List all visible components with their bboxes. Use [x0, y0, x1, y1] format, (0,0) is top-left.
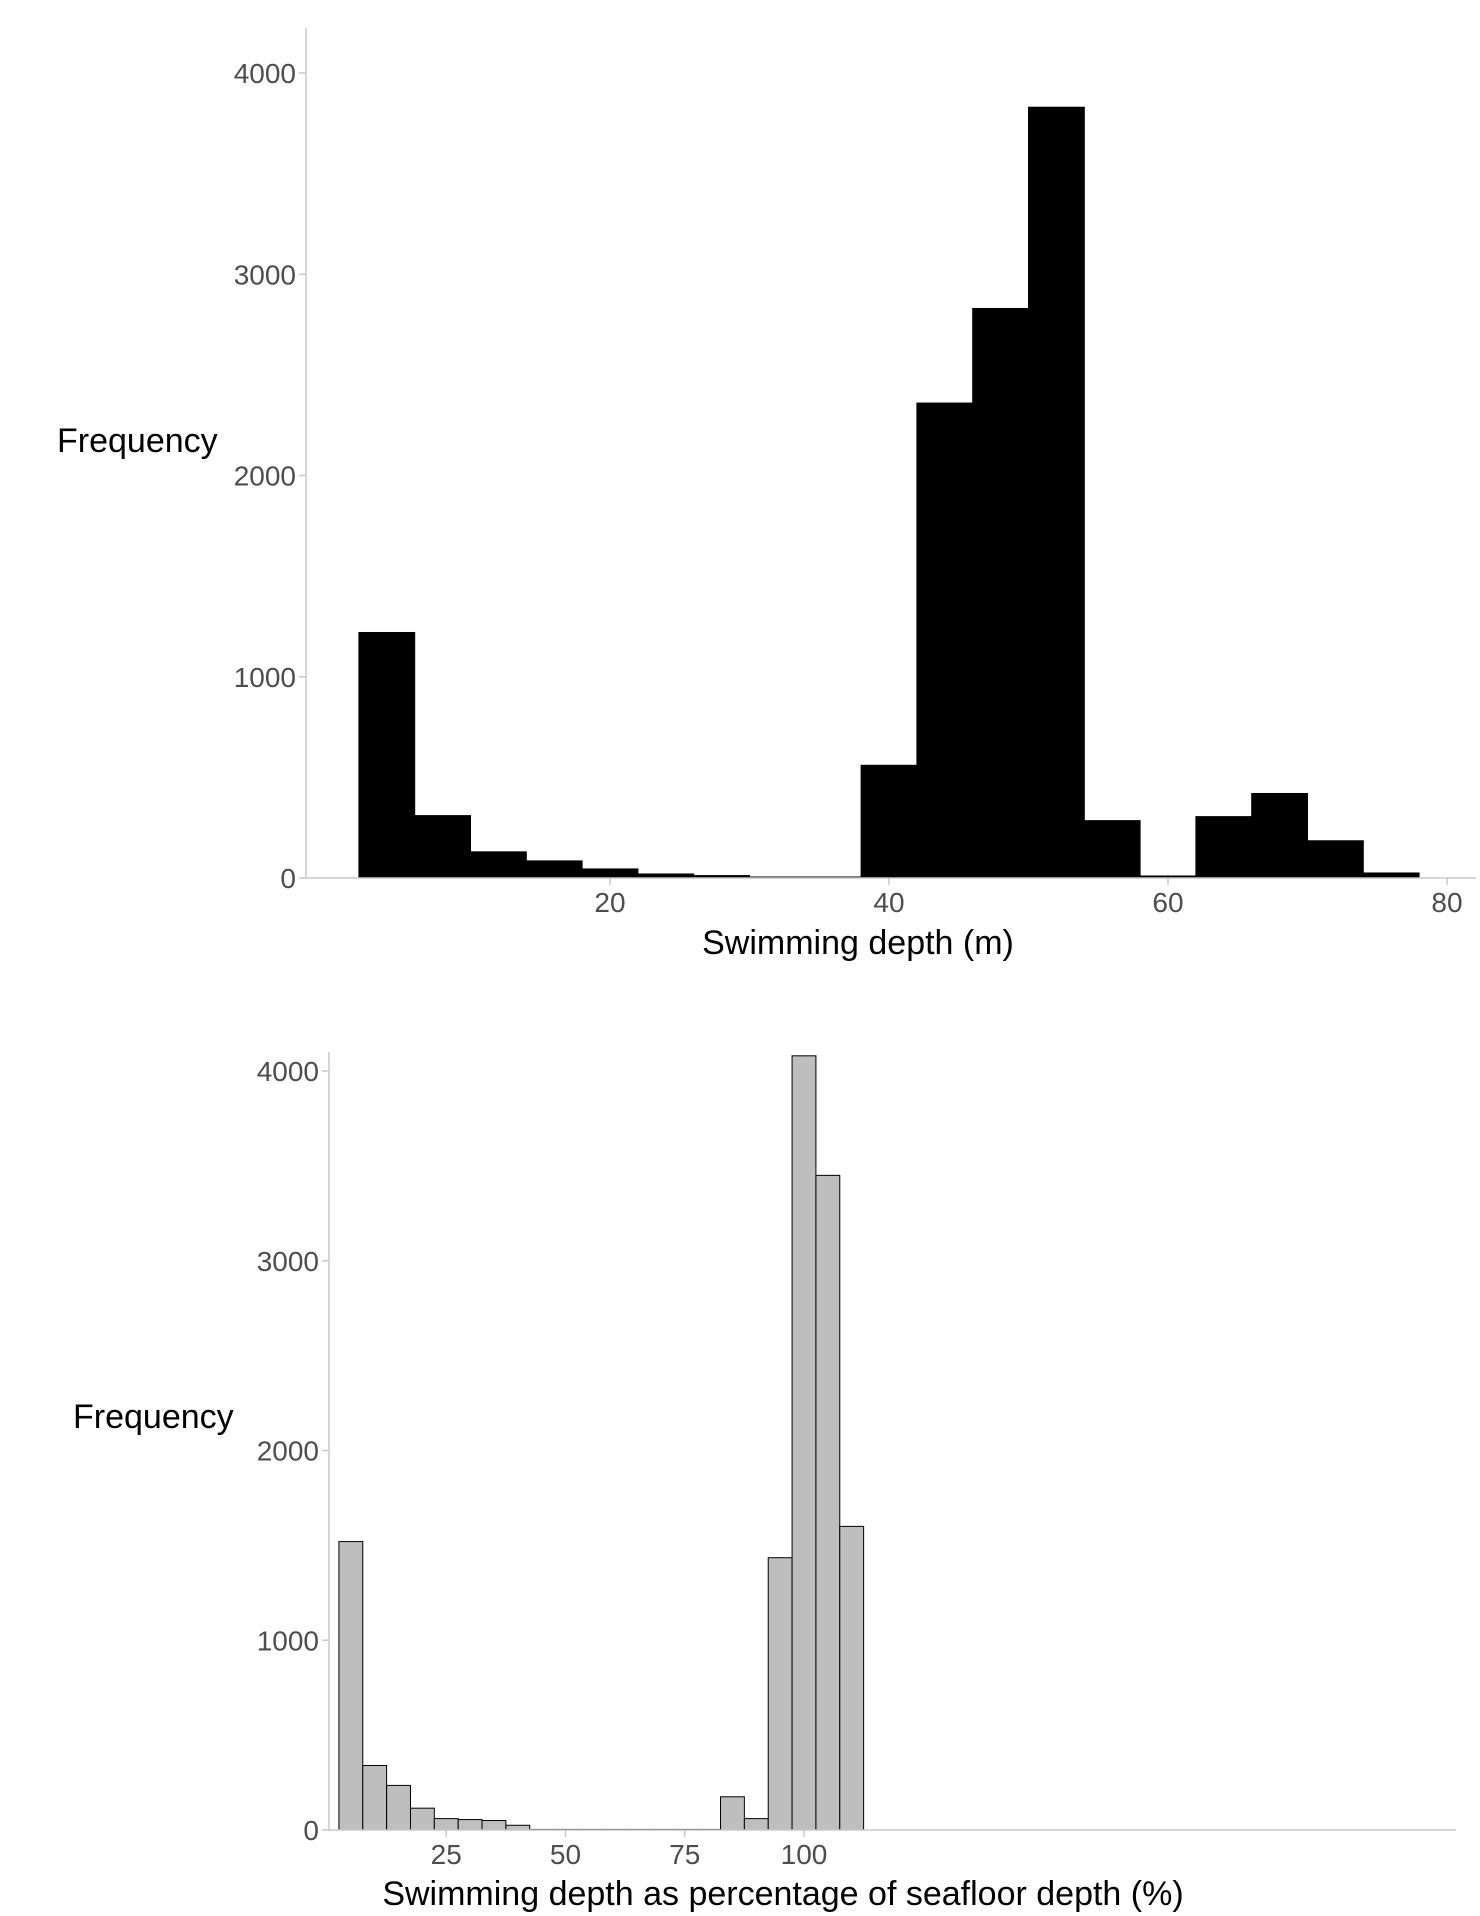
y-tick-label: 4000	[234, 58, 296, 89]
y-tick-label: 3000	[257, 1246, 319, 1277]
y-tick-label: 1000	[234, 662, 296, 693]
bar-20	[815, 1174, 841, 1831]
bar-21	[839, 1525, 865, 1831]
x-tick-label: 100	[781, 1839, 828, 1870]
bar-17	[743, 1818, 769, 1831]
bar-10	[916, 402, 974, 879]
x-tick-label: 50	[550, 1839, 581, 1870]
bar-6	[481, 1820, 507, 1831]
bar-12	[1028, 106, 1085, 879]
y-axis-title: Frequency	[73, 1398, 234, 1436]
y-tick-label: 2000	[234, 461, 296, 492]
depth-histogram: Frequency Swimming depth (m) 0 1000 2000 30…	[57, 28, 1476, 962]
bar-15	[1195, 816, 1253, 879]
bars	[338, 1055, 865, 1831]
bar-18	[767, 1557, 793, 1831]
bar-4	[581, 868, 639, 879]
bar-18	[1362, 872, 1420, 879]
bar-17	[1307, 840, 1364, 879]
bar-16	[1251, 792, 1308, 879]
bars	[358, 106, 1420, 879]
y-axis-title: Frequency	[57, 422, 218, 460]
relative-depth-histogram: Frequency Swimming depth as percentage o…	[73, 1052, 1456, 1913]
bar-0	[338, 1541, 364, 1831]
bar-9	[860, 764, 918, 879]
bar-3	[525, 860, 583, 879]
bar-13	[1083, 820, 1141, 879]
bar-19	[791, 1055, 817, 1831]
y-tick-label: 0	[280, 863, 296, 894]
bar-11	[972, 307, 1030, 879]
x-tick-label: 80	[1431, 887, 1462, 918]
x-axis-title: Swimming depth as percentage of seafloor…	[382, 1875, 1183, 1913]
x-axis-title: Swimming depth (m)	[702, 924, 1014, 962]
x-tick-label: 60	[1152, 887, 1183, 918]
bar-1	[414, 815, 472, 879]
y-tick-label: 0	[303, 1815, 319, 1846]
x-tick-label: 40	[873, 887, 904, 918]
bar-0	[358, 631, 416, 879]
x-tick-label: 25	[431, 1839, 462, 1870]
y-tick-label: 1000	[257, 1625, 319, 1656]
bar-3	[409, 1807, 435, 1831]
y-tick-label: 2000	[257, 1436, 319, 1467]
y-tick-label: 4000	[257, 1056, 319, 1087]
x-tick-label: 75	[669, 1839, 700, 1870]
bar-2	[470, 851, 527, 879]
bar-5	[457, 1819, 483, 1831]
bar-1	[362, 1764, 388, 1831]
x-tick-label: 20	[594, 887, 625, 918]
bar-16	[720, 1796, 745, 1831]
y-tick-label: 3000	[234, 259, 296, 290]
bar-4	[433, 1818, 459, 1831]
bar-2	[386, 1784, 411, 1831]
